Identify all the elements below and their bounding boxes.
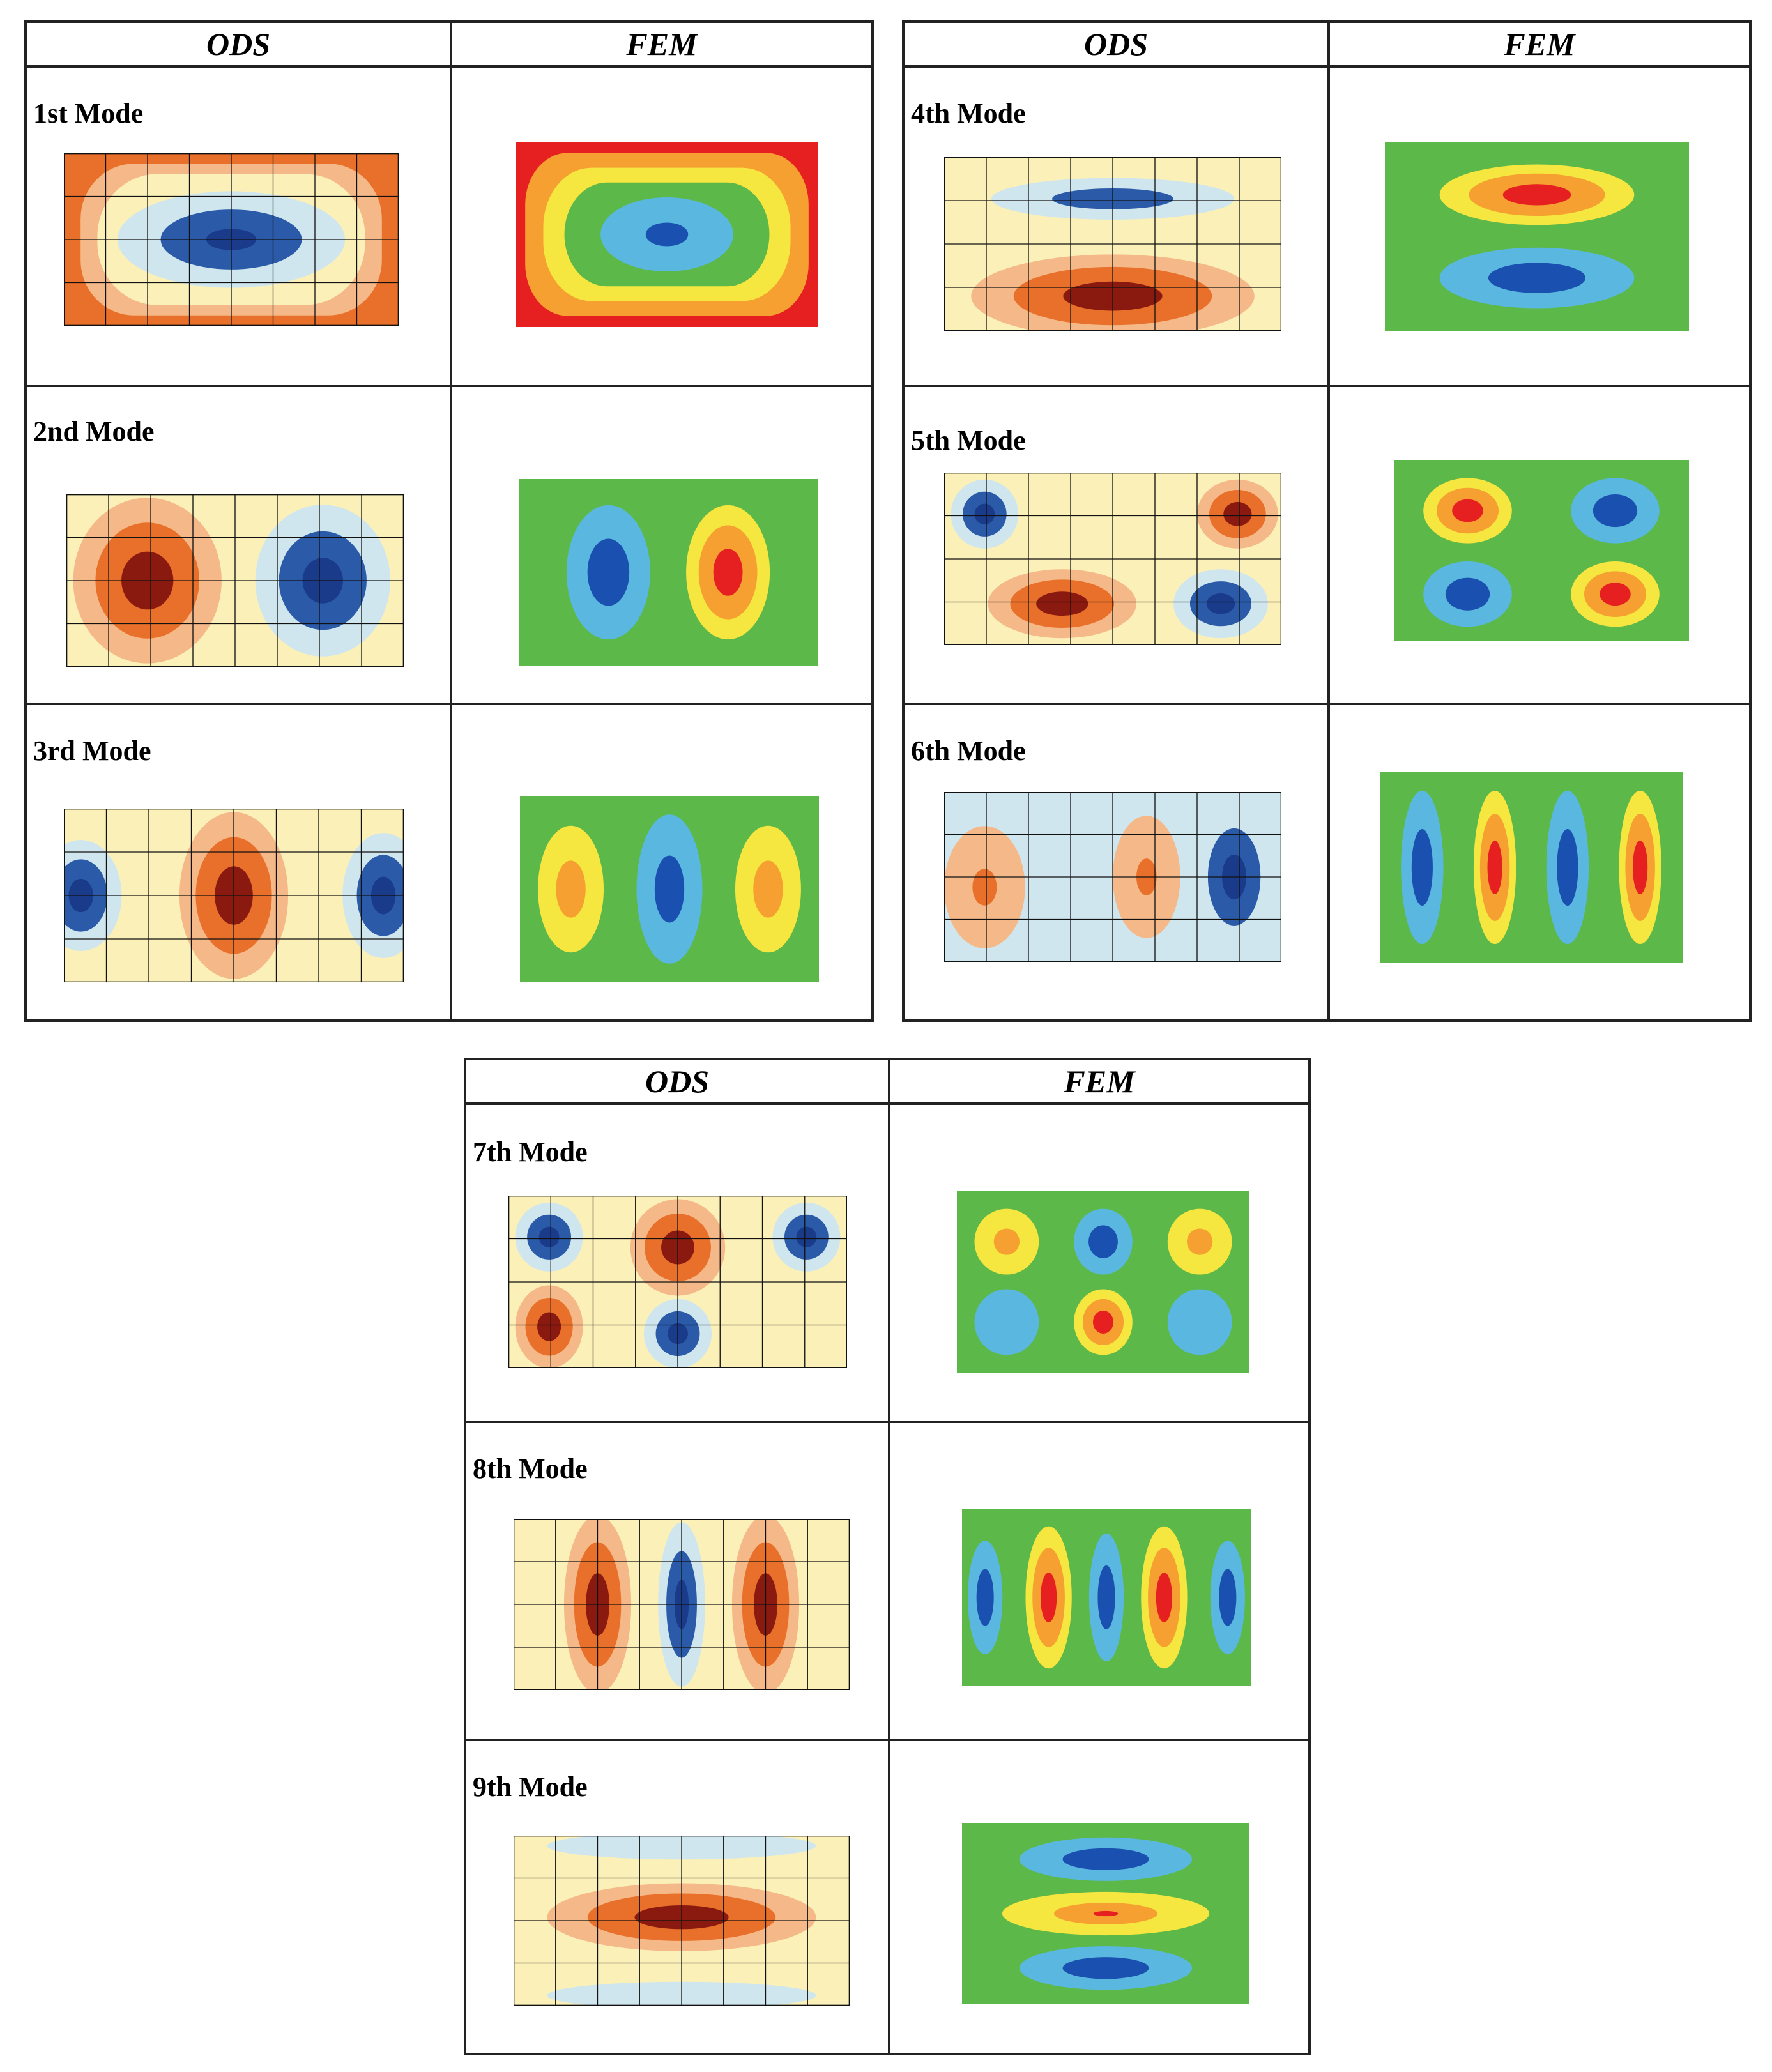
fem-plot-mode-9 (962, 1823, 1249, 2004)
header-ods: ODS (905, 23, 1327, 68)
ods-plot-mode-2 (66, 494, 404, 667)
comparison-table-1: ODS FEM 1st Mode 2nd Mode 3rd Mode (24, 20, 874, 1022)
mode-label-5: 5th Mode (911, 425, 1026, 456)
fem-plot-mode-5 (1394, 460, 1689, 641)
mode-label-1: 1st Mode (33, 98, 144, 129)
ods-plot-mode-1 (64, 153, 399, 326)
fem-plot-mode-6 (1380, 772, 1683, 963)
ods-plot-mode-9 (514, 1836, 850, 2006)
mode-label-8: 8th Mode (473, 1453, 588, 1484)
ods-plot-mode-5 (944, 473, 1281, 645)
mode-label-7: 7th Mode (473, 1136, 588, 1168)
ods-plot-mode-3 (64, 809, 404, 982)
ods-plot-mode-6 (944, 792, 1281, 962)
mode-label-2: 2nd Mode (33, 416, 155, 447)
fem-plot-mode-3 (520, 796, 819, 982)
ods-plot-mode-8 (514, 1519, 850, 1690)
ods-plot-mode-7 (508, 1196, 847, 1368)
header-fem: FEM (890, 1060, 1308, 1105)
fem-plot-mode-1 (516, 142, 818, 327)
fem-plot-mode-7 (957, 1191, 1249, 1373)
comparison-table-2: ODS FEM 4th Mode 5th Mode 6th Mode (902, 20, 1752, 1022)
mode-label-6: 6th Mode (911, 735, 1026, 766)
header-fem: FEM (1330, 23, 1749, 68)
mode-label-3: 3rd Mode (33, 735, 151, 766)
header-fem: FEM (452, 23, 871, 68)
fem-plot-mode-8 (962, 1509, 1251, 1686)
mode-label-4: 4th Mode (911, 98, 1026, 129)
comparison-table-3: ODS FEM 7th Mode 8th Mode 9th Mode (464, 1058, 1311, 2055)
header-ods: ODS (27, 23, 450, 68)
header-ods: ODS (466, 1060, 888, 1105)
mode-label-9: 9th Mode (473, 1771, 588, 1802)
fem-plot-mode-2 (519, 479, 818, 666)
ods-plot-mode-4 (944, 157, 1281, 331)
fem-plot-mode-4 (1385, 142, 1689, 331)
